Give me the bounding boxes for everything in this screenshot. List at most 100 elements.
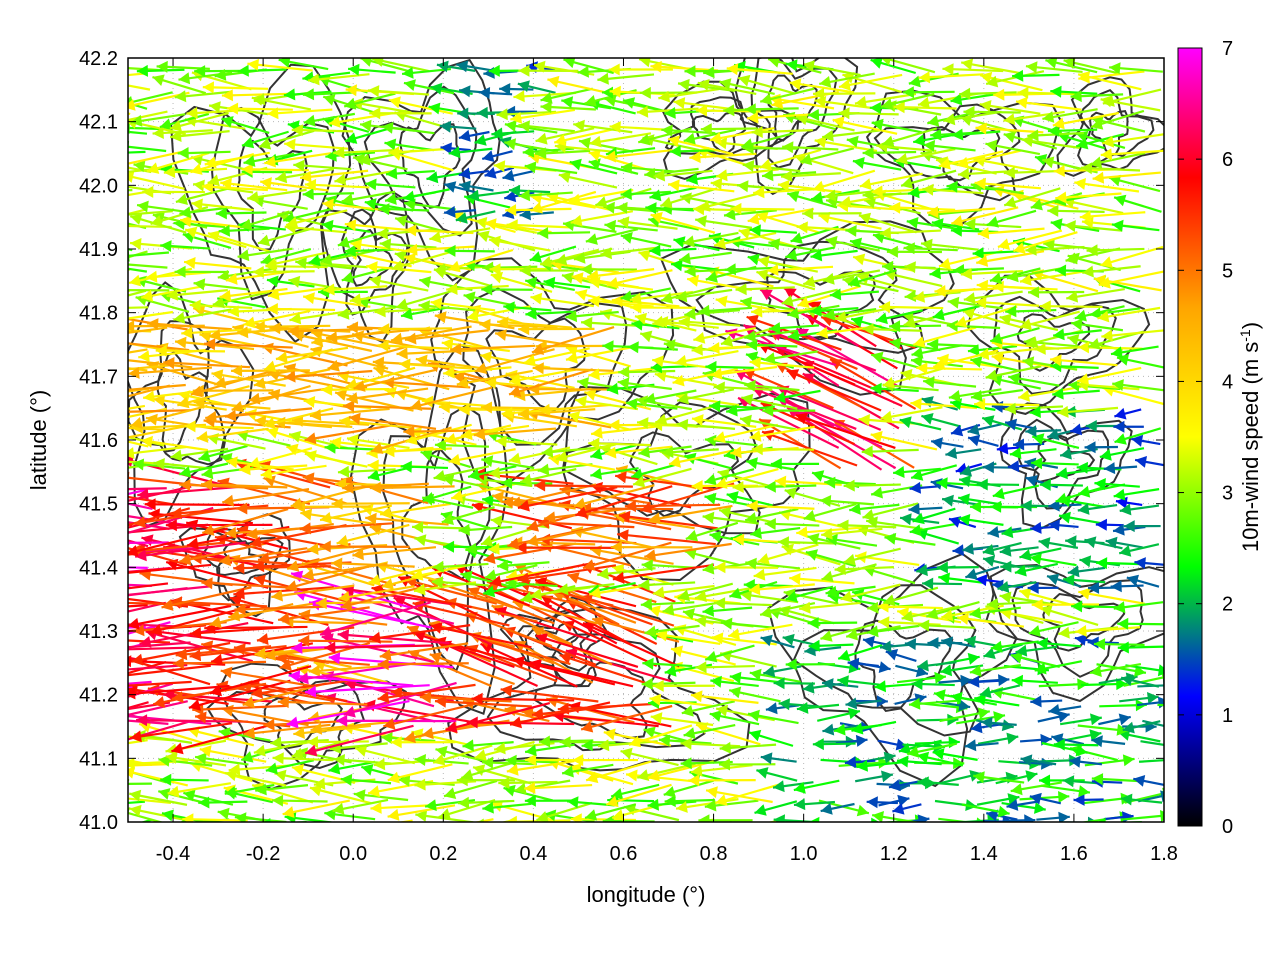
wind-vector [337, 629, 450, 645]
wind-vector [543, 507, 633, 524]
wind-vector-head [1014, 564, 1027, 577]
wind-vector-shaft [150, 605, 251, 634]
wind-vector-head [1094, 638, 1106, 651]
wind-vector-head [617, 216, 630, 229]
wind-vector-shaft [239, 464, 308, 472]
wind-vector-head [933, 358, 946, 370]
wind-vector [293, 724, 372, 739]
wind-vector-head [1026, 336, 1039, 348]
wind-vector [862, 502, 919, 521]
wind-vector-shaft [325, 329, 410, 340]
wind-vector-head [796, 526, 808, 539]
wind-vector-head [929, 267, 941, 280]
wind-vector [572, 754, 638, 767]
wind-vector-head [1058, 791, 1070, 803]
wind-vector-shaft [404, 329, 489, 341]
wind-vector [606, 269, 673, 289]
wind-vector-head [587, 269, 599, 282]
wind-vector [201, 577, 294, 590]
wind-vector-head [1157, 664, 1164, 677]
wind-vector [271, 584, 355, 602]
wind-vector-head [617, 529, 629, 542]
wind-vector-head [567, 796, 579, 809]
wind-vector-head [129, 789, 142, 802]
wind-vector [448, 448, 516, 466]
wind-vector-head [785, 590, 798, 603]
wind-vector-head [1120, 793, 1133, 806]
wind-vector [726, 404, 775, 417]
wind-vector [377, 683, 476, 704]
wind-vector-head [1121, 674, 1134, 687]
wind-vector-shaft [494, 607, 598, 644]
wind-vector-head [714, 237, 727, 250]
wind-vector [835, 734, 868, 747]
wind-vector-head [1122, 754, 1135, 767]
wind-vector-head [243, 727, 256, 739]
wind-vector-shaft [134, 541, 246, 558]
wind-vector [128, 601, 167, 613]
wind-vector-shaft [670, 647, 736, 666]
wind-vector-head [857, 272, 870, 285]
wind-vector-shaft [606, 269, 673, 287]
wind-vector-head [636, 395, 649, 408]
wind-vector [128, 387, 150, 393]
wind-vector-shaft [650, 213, 716, 234]
wind-vector [304, 684, 430, 698]
wind-vector-head [1094, 478, 1106, 490]
wind-vector-shaft [517, 486, 618, 509]
wind-vector [1078, 483, 1126, 498]
wind-vector-head [432, 560, 444, 573]
wind-vector-head [237, 249, 250, 262]
wind-vector-head [671, 645, 684, 658]
wind-vector [1053, 328, 1102, 341]
wind-vector-head [130, 213, 143, 225]
wind-vector-shaft [1078, 590, 1146, 605]
wind-vector-head [477, 230, 490, 243]
wind-vector [431, 576, 489, 589]
wind-vector-head [199, 330, 212, 343]
wind-vector-head [505, 815, 517, 822]
wind-vector-head [642, 657, 654, 670]
wind-vector-head [529, 658, 542, 671]
wind-vector-head [683, 235, 695, 248]
wind-vector-shaft [170, 504, 269, 516]
wind-vector-head [269, 322, 281, 335]
wind-vector-shaft [441, 341, 510, 353]
wind-vector-shaft [293, 591, 416, 626]
wind-vector-head [606, 277, 619, 289]
wind-vector-head [624, 500, 636, 513]
wind-vector-head [419, 276, 432, 288]
wind-vector [535, 633, 639, 668]
wind-vector-head [662, 603, 675, 616]
wind-vector [1097, 306, 1161, 323]
wind-vector-head [855, 734, 868, 747]
wind-vector-head [500, 684, 513, 697]
wind-vector-head [515, 541, 527, 554]
wind-vector-head [866, 516, 878, 529]
wind-vector [433, 465, 490, 482]
wind-vector [702, 604, 753, 617]
wind-vector-head [1088, 338, 1101, 350]
wind-vector [198, 444, 248, 462]
wind-vector [128, 583, 152, 588]
wind-vector [383, 702, 476, 730]
wind-vector-shaft [379, 642, 469, 658]
wind-vector [938, 572, 984, 585]
wind-vector [834, 563, 894, 576]
wind-vector-shaft [128, 684, 230, 696]
wind-vector-head [773, 677, 785, 690]
wind-vector-head [1029, 792, 1042, 805]
wind-vector-head [757, 553, 770, 565]
wind-vector-shaft [161, 586, 252, 609]
wind-vector [565, 310, 619, 323]
wind-vector-shaft [128, 770, 189, 787]
wind-vector [709, 710, 760, 726]
wind-vector-head [981, 716, 993, 729]
wind-vector [948, 388, 1002, 402]
wind-vector [266, 303, 336, 315]
wind-vector-head [750, 527, 762, 539]
wind-vector [1002, 814, 1036, 822]
wind-vector [968, 675, 999, 688]
wind-vector-head [376, 227, 388, 240]
wind-vector-head [970, 721, 983, 734]
